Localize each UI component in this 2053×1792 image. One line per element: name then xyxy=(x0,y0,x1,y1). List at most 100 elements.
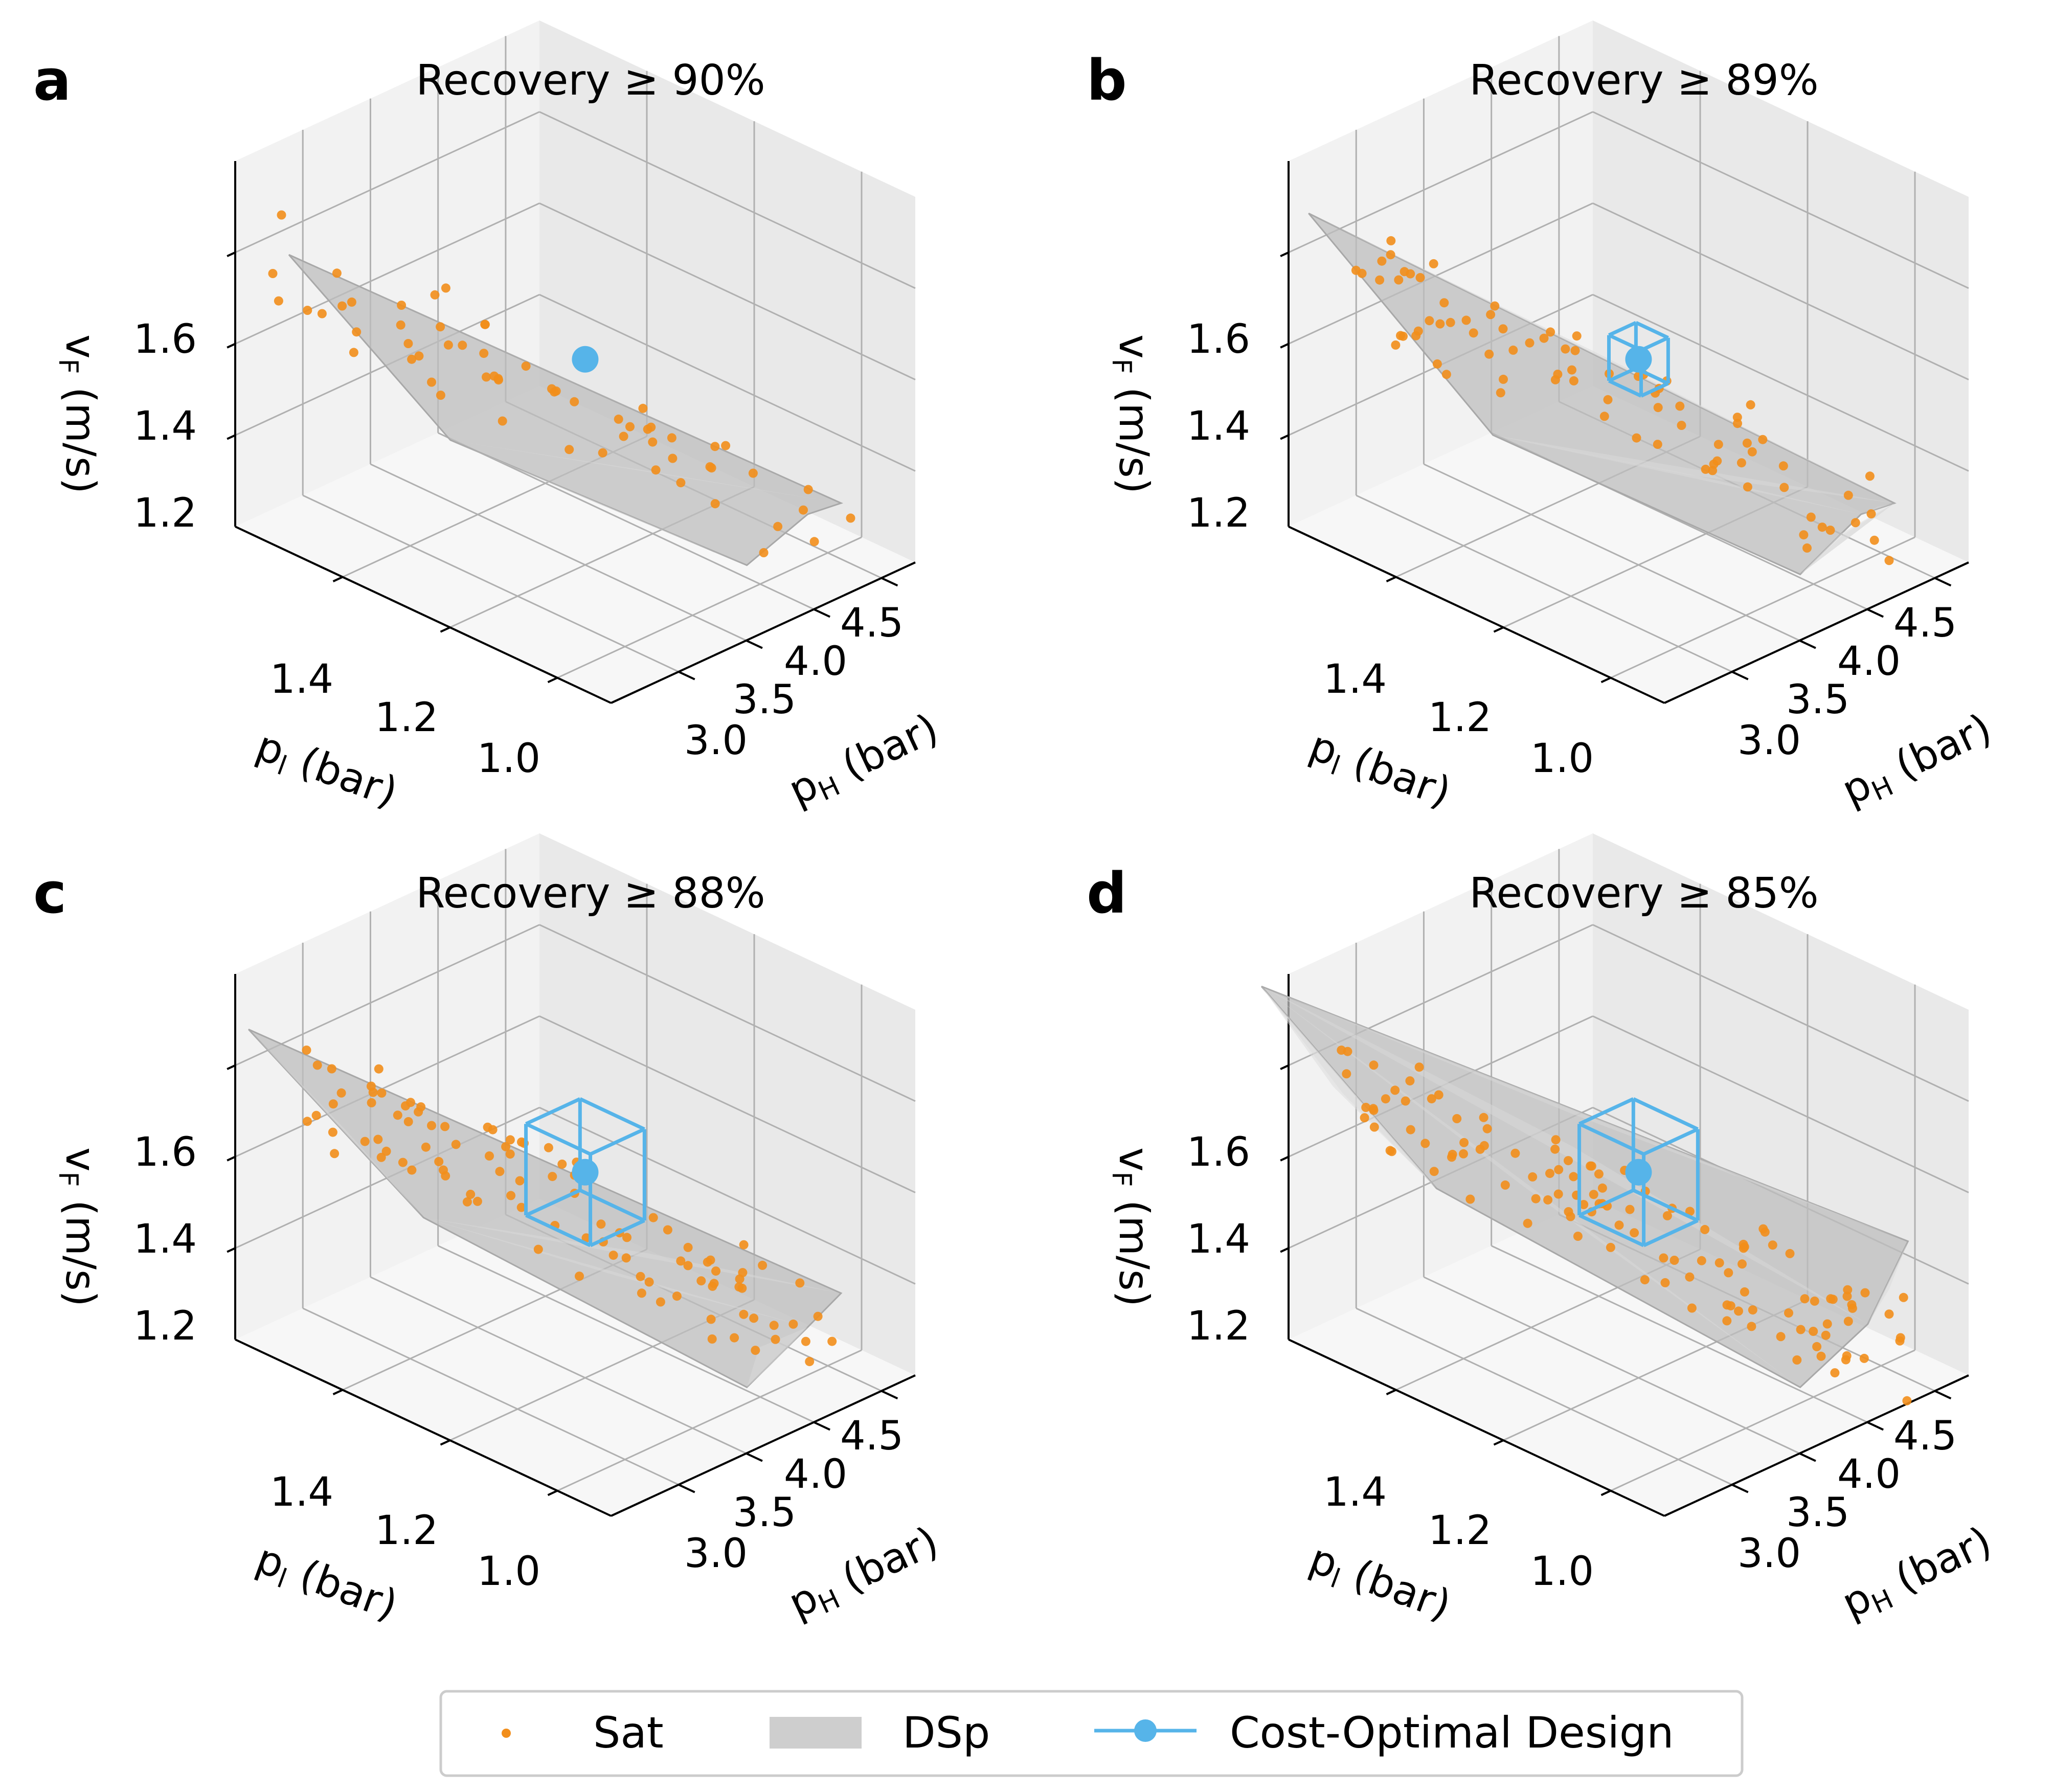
x-axis-line xyxy=(611,561,916,704)
tick-mark xyxy=(1280,1155,1289,1162)
x-axis-label: pH (bar) xyxy=(1835,704,2000,818)
sat-point xyxy=(515,1176,525,1186)
optimal-box-edge xyxy=(1608,379,1642,398)
sat-point xyxy=(637,1288,646,1298)
sat-point xyxy=(1369,1060,1379,1070)
z-tick-label: 1.6 xyxy=(133,316,197,362)
x-axis-line xyxy=(611,1374,916,1517)
z-tick-label: 1.2 xyxy=(133,1303,197,1349)
sat-point xyxy=(472,1196,482,1206)
sat-point xyxy=(1841,1355,1851,1365)
sat-point xyxy=(406,1098,415,1107)
gridline xyxy=(539,293,916,472)
sat-point xyxy=(614,414,623,424)
sat-point xyxy=(1747,447,1757,457)
sat-point xyxy=(414,1107,423,1117)
sat-point xyxy=(581,1233,591,1243)
sat-point xyxy=(317,309,327,319)
sat-point xyxy=(1625,1205,1635,1214)
sat-point xyxy=(1579,1200,1589,1209)
x-axis-line xyxy=(1664,561,1969,704)
sat-point xyxy=(495,1167,505,1176)
sat-point xyxy=(1479,1113,1488,1122)
pane-floor xyxy=(1289,386,1969,703)
sat-point xyxy=(505,1135,515,1145)
sat-point xyxy=(1381,1094,1390,1104)
sat-point xyxy=(1700,1224,1710,1234)
sat-point xyxy=(1724,1268,1733,1278)
sat-point xyxy=(1799,530,1809,540)
y-tick-label: 1.4 xyxy=(270,656,333,702)
z-tick-label: 1.2 xyxy=(1187,1303,1250,1349)
sat-point xyxy=(336,1088,346,1098)
sat-point xyxy=(730,1333,739,1343)
tick-mark xyxy=(332,1389,343,1395)
x-tick-label: 3.0 xyxy=(1738,1531,1801,1577)
sat-point xyxy=(1670,1256,1679,1265)
sat-point xyxy=(565,445,574,455)
sat-point xyxy=(312,1060,322,1070)
x-tick-label: 4.5 xyxy=(1893,600,1957,646)
x-axis-label: pH (bar) xyxy=(781,704,947,818)
sat-point xyxy=(1742,438,1752,448)
panel-title: Recovery ≥ 89% xyxy=(1469,56,1818,105)
sat-point xyxy=(1736,458,1746,468)
sat-point xyxy=(393,1110,402,1120)
dsp-facet xyxy=(450,440,841,504)
sat-point xyxy=(1779,483,1789,492)
sat-point xyxy=(769,1321,779,1330)
panel-letter: a xyxy=(33,48,71,113)
sat-point xyxy=(501,1142,511,1151)
sat-point xyxy=(1545,1169,1554,1178)
sat-point xyxy=(596,1219,606,1229)
sat-point xyxy=(1461,315,1471,325)
gridline xyxy=(1423,1276,1800,1455)
sat-point xyxy=(748,468,758,478)
sat-point xyxy=(1902,1396,1912,1405)
sat-point xyxy=(352,327,362,337)
x-axis-line xyxy=(1664,1374,1969,1517)
x-tick-label: 4.0 xyxy=(784,639,847,685)
sat-point xyxy=(1510,1148,1520,1158)
sat-point xyxy=(1342,1069,1351,1079)
sat-point xyxy=(557,1160,567,1169)
legend-sat-marker xyxy=(502,1729,511,1738)
sat-point xyxy=(1441,370,1451,379)
sat-point xyxy=(846,513,855,523)
sat-point xyxy=(1375,275,1385,285)
sat-point xyxy=(803,485,813,494)
sat-point xyxy=(1768,1240,1777,1250)
dsp-facet xyxy=(289,255,841,504)
sat-point xyxy=(707,1334,717,1344)
sat-point xyxy=(302,1046,311,1055)
optimal-box-edge xyxy=(1578,1097,1634,1126)
sat-point xyxy=(1734,1306,1743,1316)
sat-point xyxy=(771,1334,780,1344)
sat-point xyxy=(441,283,450,293)
optimal-box-edge xyxy=(525,1213,592,1247)
sat-point xyxy=(498,416,507,426)
sat-point xyxy=(1594,1169,1604,1179)
z-tick-label: 1.6 xyxy=(1187,316,1250,362)
sat-point xyxy=(1822,1319,1832,1329)
sat-point xyxy=(479,349,489,358)
sat-point xyxy=(1435,319,1445,329)
sat-point xyxy=(1806,512,1816,522)
sat-point xyxy=(801,1336,810,1346)
tick-mark xyxy=(1731,671,1749,680)
y-tick-label: 1.4 xyxy=(1323,656,1387,702)
gridline xyxy=(539,924,916,1102)
sat-point xyxy=(1586,1161,1595,1171)
sat-point xyxy=(619,432,628,441)
dsp-facet xyxy=(1261,986,1437,1189)
sat-point xyxy=(1606,1242,1615,1252)
x-tick-label: 3.0 xyxy=(684,1531,748,1577)
optimal-point xyxy=(1625,346,1652,373)
sat-point xyxy=(705,462,715,471)
y-tick-label: 1.0 xyxy=(477,1549,540,1595)
sat-point xyxy=(813,1311,823,1321)
sat-point xyxy=(1746,400,1755,410)
sat-point xyxy=(1360,1113,1369,1123)
sat-point xyxy=(1860,1288,1870,1298)
sat-point xyxy=(1401,1096,1410,1106)
